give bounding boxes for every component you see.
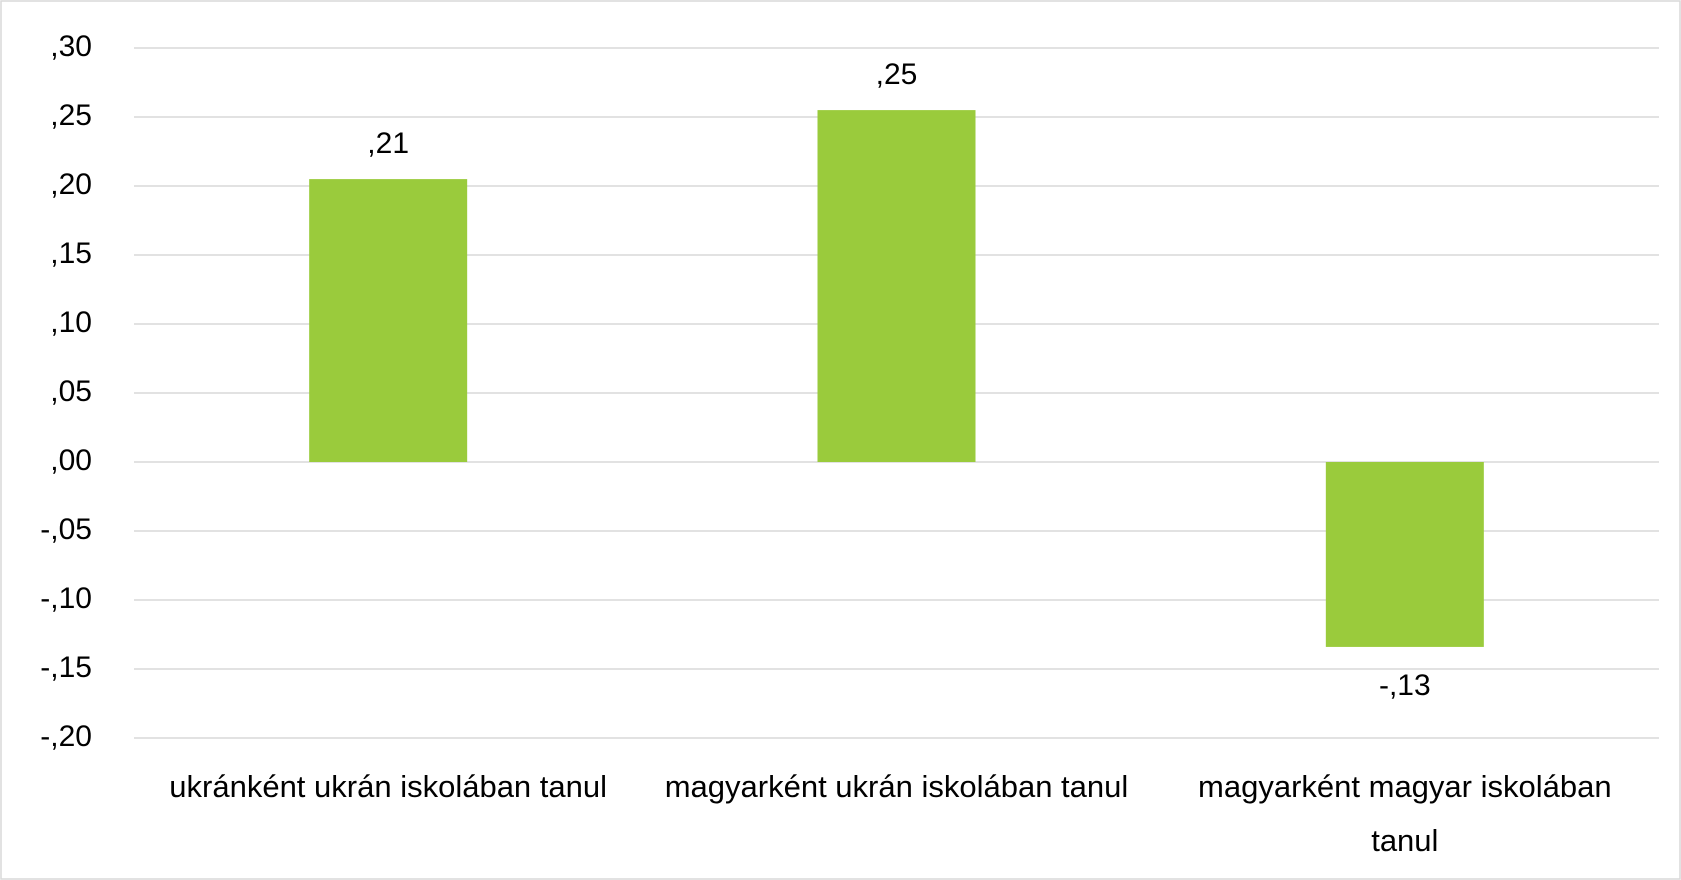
y-tick-label: -,05 [40,513,92,546]
x-tick-label: magyarként ukrán iskolában tanul [664,769,1129,804]
y-tick-label: -,20 [40,720,92,753]
bar [309,179,468,462]
bar [817,110,976,462]
data-label: ,25 [876,58,918,91]
y-tick-label: ,10 [50,306,92,339]
x-tick-label: ukránként ukrán iskolában tanul [169,769,608,804]
x-tick-label: magyarként magyar iskolában tanul [1198,769,1612,858]
y-tick-label: ,25 [50,99,92,132]
y-tick-label: ,20 [50,168,92,201]
data-label: ,21 [367,127,409,160]
y-tick-label: ,00 [50,444,92,477]
y-tick-label: ,05 [50,375,92,408]
y-tick-label: ,15 [50,237,92,270]
y-tick-label: ,30 [50,30,92,63]
data-label: -,13 [1379,669,1431,702]
bar [1325,462,1484,647]
y-tick-label: -,10 [40,582,92,615]
y-tick-label: -,15 [40,651,92,684]
